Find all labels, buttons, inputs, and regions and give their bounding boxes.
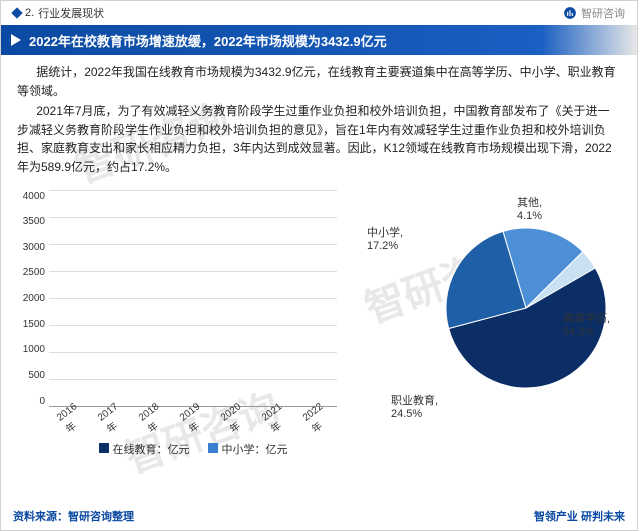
brand-block: 智研咨询: [563, 5, 625, 21]
brand-logo-icon: [563, 6, 577, 20]
legend-item: 中小学：亿元: [208, 441, 288, 457]
paragraph: 2021年7月底，为了有效减轻义务教育阶段学生过重作业负担和校外培训负担，中国教…: [17, 102, 621, 176]
y-tick-label: 1000: [23, 344, 45, 355]
y-axis: 4000 3500 3000 2500 2000 1500 1000 500 0: [11, 191, 45, 407]
legend-swatch-icon: [99, 443, 109, 453]
section-number: 2.: [25, 7, 34, 19]
legend-swatch-icon: [208, 443, 218, 453]
y-tick-label: 2500: [23, 267, 45, 278]
y-tick-label: 500: [28, 370, 45, 381]
pie-svg: [441, 223, 611, 393]
paragraph: 据统计，2022年我国在线教育市场规模为3432.9亿元，在线教育主要赛道集中在…: [17, 63, 621, 100]
source-text: 资料来源：智研咨询整理: [13, 508, 134, 524]
title-bar: 2022年在校教育市场增速放缓，2022年市场规模为3432.9亿元: [1, 25, 637, 55]
legend-label: 在线教育：亿元: [113, 444, 190, 456]
pie-slice-label: 高等学历,54.2%: [563, 313, 610, 339]
bar-groups: [49, 191, 337, 407]
y-tick-label: 4000: [23, 191, 45, 202]
title-text: 2022年在校教育市场增速放缓，2022年市场规模为3432.9亿元: [29, 31, 387, 50]
y-tick-label: 0: [39, 396, 45, 407]
legend-label: 中小学：亿元: [222, 444, 288, 456]
pie-slice-label: 职业教育,24.5%: [391, 395, 438, 421]
arrow-icon: [11, 34, 21, 46]
bar-chart: 4000 3500 3000 2500 2000 1500 1000 500 0 2016年20…: [11, 183, 341, 463]
pie-slice-label: 中小学,17.2%: [367, 227, 403, 253]
charts-row: 4000 3500 3000 2500 2000 1500 1000 500 0 2016年20…: [1, 183, 637, 463]
y-tick-label: 1500: [23, 319, 45, 330]
footer-right: 智领产业 研判未来: [534, 508, 625, 524]
pie-chart: 高等学历,54.2% 职业教育,24.5% 中小学,17.2% 其他,4.1%: [347, 183, 617, 463]
legend-item: 在线教育：亿元: [99, 441, 190, 457]
pie-slice-label: 其他,4.1%: [517, 197, 542, 223]
top-bar: 2. 行业发展现状 智研咨询: [1, 1, 637, 25]
body-text: 据统计，2022年我国在线教育市场规模为3432.9亿元，在线教育主要赛道集中在…: [1, 55, 637, 183]
bar-plot-area: [49, 191, 337, 407]
x-axis-labels: 2016年2017年2018年2019年2020年2021年2022年: [49, 407, 337, 431]
report-page: 智研咨询 智研咨询 智研咨询 2. 行业发展现状 智研咨询 2022年在校教育市…: [0, 0, 638, 531]
y-tick-label: 2000: [23, 293, 45, 304]
diamond-icon: [11, 7, 22, 18]
y-tick-label: 3500: [23, 216, 45, 227]
brand-name: 智研咨询: [581, 5, 625, 21]
y-tick-label: 3000: [23, 242, 45, 253]
section-title: 行业发展现状: [38, 5, 104, 21]
bar-legend: 在线教育：亿元 中小学：亿元: [49, 441, 337, 457]
